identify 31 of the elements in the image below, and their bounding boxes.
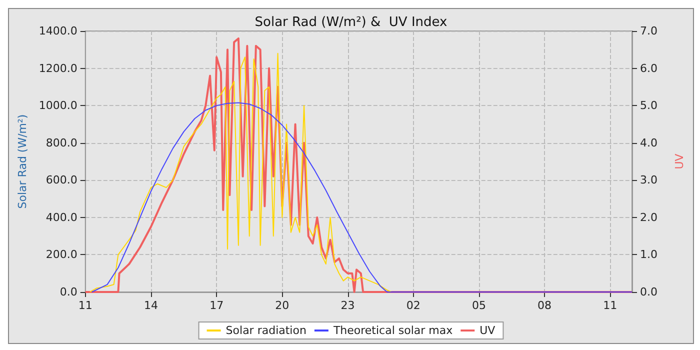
x-tick-label: 11 xyxy=(603,299,618,312)
y-tick-label: 600.0 xyxy=(46,174,78,187)
y2-tick-label: 5.0 xyxy=(640,99,658,112)
x-tick-label: 02 xyxy=(406,299,420,312)
y-tick-label: 0.0 xyxy=(60,286,78,298)
x-tick-label: 17 xyxy=(210,299,224,312)
x-tick-label: 20 xyxy=(275,299,290,312)
legend-label: Theoretical solar max xyxy=(332,324,454,337)
legend-label: Solar radiation xyxy=(226,324,306,337)
y2-tick-label: 1.0 xyxy=(640,248,658,262)
legend-label: UV xyxy=(480,324,496,337)
y2-tick-label: 7.0 xyxy=(640,24,658,38)
x-tick-label: 23 xyxy=(340,299,355,312)
x-tick-label: 11 xyxy=(78,299,92,312)
y-axis-title: Solar Rad (W/m²) xyxy=(16,114,29,209)
y2-axis-title: UV xyxy=(673,153,686,170)
x-tick-label: 08 xyxy=(538,299,552,312)
chart-title: Solar Rad (W/m²) & UV Index xyxy=(254,15,448,30)
y-tick-label: 1200.0 xyxy=(38,62,78,75)
x-tick-label: 05 xyxy=(472,299,486,312)
y2-tick-label: 3.0 xyxy=(640,174,658,187)
y-tick-label: 400.0 xyxy=(46,210,78,224)
y2-tick-label: 4.0 xyxy=(640,136,658,150)
y-tick-label: 200.0 xyxy=(46,248,78,262)
y-tick-label: 1000.0 xyxy=(38,99,78,112)
y2-tick-label: 2.0 xyxy=(640,210,658,224)
y2-tick-label: 6.0 xyxy=(640,62,658,75)
x-tick-label: 14 xyxy=(144,299,158,312)
y-tick-label: 1400.0 xyxy=(38,24,78,38)
y-tick-label: 800.0 xyxy=(46,136,78,150)
y2-tick-label: 0.0 xyxy=(640,286,658,298)
